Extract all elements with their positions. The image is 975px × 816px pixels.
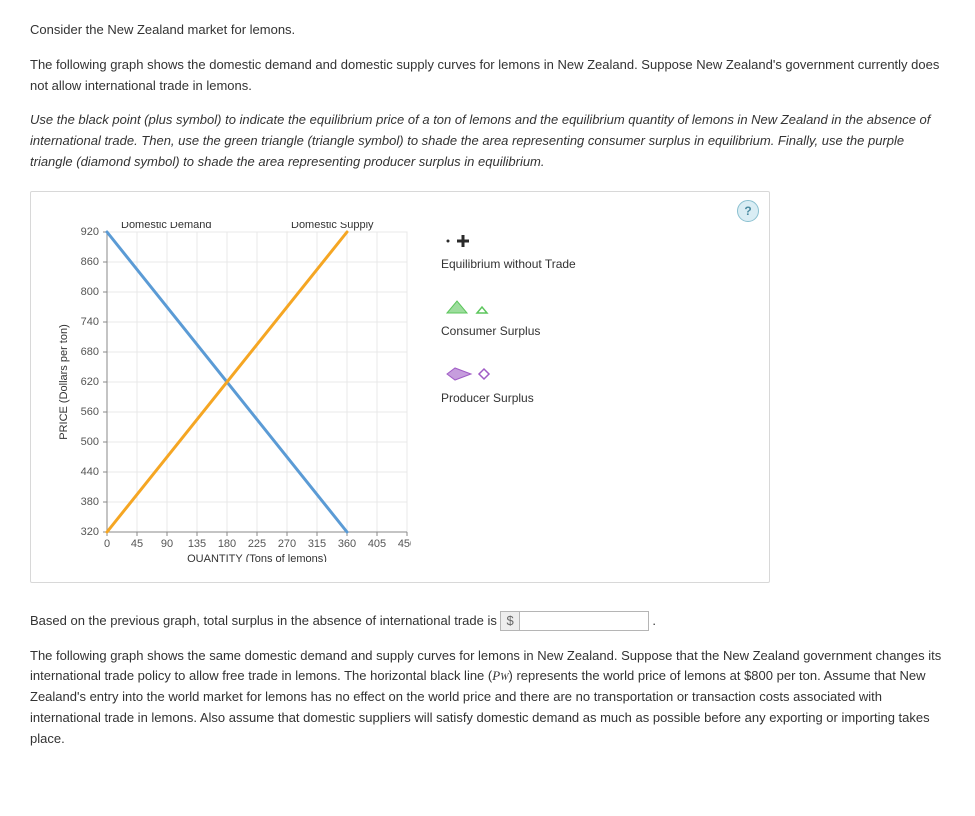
svg-text:500: 500: [81, 436, 99, 448]
svg-text:860: 860: [81, 256, 99, 268]
svg-text:800: 800: [81, 286, 99, 298]
svg-text:620: 620: [81, 376, 99, 388]
svg-text:380: 380: [81, 496, 99, 508]
svg-text:270: 270: [278, 538, 296, 550]
intro-line-2: The following graph shows the domestic d…: [30, 55, 945, 97]
equilibrium-chart[interactable]: 0 45 90 135 180 225 270 315 360 405 450 320 380 440 50…: [51, 222, 411, 562]
help-button[interactable]: ?: [737, 200, 759, 222]
svg-text:QUANTITY (Tons of lemons): QUANTITY (Tons of lemons): [187, 553, 327, 562]
question-suffix: .: [649, 613, 656, 628]
svg-text:225: 225: [248, 538, 266, 550]
svg-text:360: 360: [338, 538, 356, 550]
legend-label: Consumer Surplus: [441, 324, 576, 338]
question-prefix: Based on the previous graph, total surpl…: [30, 613, 500, 628]
svg-text:0: 0: [104, 538, 110, 550]
svg-text:680: 680: [81, 346, 99, 358]
chart-legend: Equilibrium without Trade Consumer Surpl…: [441, 222, 576, 562]
svg-text:740: 740: [81, 316, 99, 328]
svg-text:PRICE (Dollars per ton): PRICE (Dollars per ton): [58, 324, 70, 440]
legend-item-cs[interactable]: Consumer Surplus: [441, 297, 576, 338]
svg-text:315: 315: [308, 538, 326, 550]
currency-label: $: [500, 611, 518, 631]
svg-text:45: 45: [131, 538, 143, 550]
instructions: Use the black point (plus symbol) to ind…: [30, 110, 945, 172]
svg-text:180: 180: [218, 538, 236, 550]
svg-text:90: 90: [161, 538, 173, 550]
svg-text:320: 320: [81, 526, 99, 538]
svg-text:Domestic Demand: Domestic Demand: [121, 222, 211, 231]
total-surplus-input[interactable]: [519, 611, 649, 631]
svg-text:560: 560: [81, 406, 99, 418]
svg-text:450: 450: [398, 538, 411, 550]
svg-text:440: 440: [81, 466, 99, 478]
legend-item-ps[interactable]: Producer Surplus: [441, 364, 576, 405]
plus-icon: [441, 232, 471, 250]
legend-label: Producer Surplus: [441, 391, 576, 405]
intro-line-1: Consider the New Zealand market for lemo…: [30, 20, 945, 41]
chart-panel: ? 0 45 90 135 180 225 270 315 360 405 450 320 380 440…: [30, 191, 770, 583]
svg-text:920: 920: [81, 226, 99, 238]
svg-text:135: 135: [188, 538, 206, 550]
legend-label: Equilibrium without Trade: [441, 257, 576, 271]
triangle-icon: [441, 297, 491, 317]
diamond-icon: [441, 364, 491, 384]
outro-paragraph: The following graph shows the same domes…: [30, 646, 945, 750]
total-surplus-question: Based on the previous graph, total surpl…: [30, 611, 945, 632]
legend-item-eq[interactable]: Equilibrium without Trade: [441, 232, 576, 271]
svg-text:405: 405: [368, 538, 386, 550]
svg-text:Domestic Supply: Domestic Supply: [291, 222, 374, 231]
